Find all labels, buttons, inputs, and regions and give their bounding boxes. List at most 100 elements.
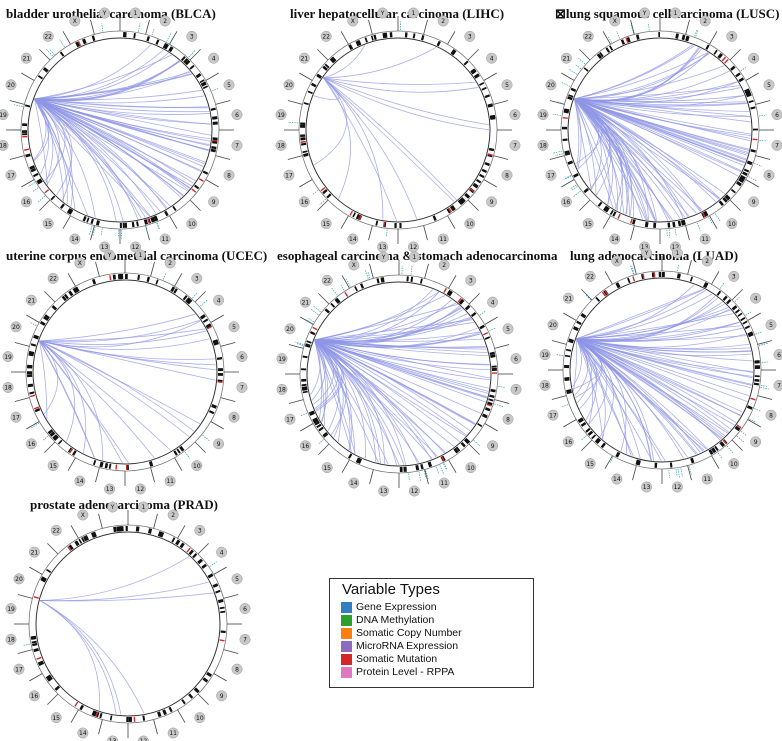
gene-annotation-tick bbox=[37, 195, 46, 203]
chromosome-band bbox=[568, 339, 574, 344]
chromosome-band bbox=[146, 276, 150, 283]
chromosome-label: 18 bbox=[539, 143, 547, 150]
chromosome-band bbox=[745, 92, 752, 98]
chromosome-label-bubble bbox=[609, 233, 621, 245]
gene-annotation-tick bbox=[92, 226, 96, 237]
chromosome-label: 4 bbox=[490, 55, 494, 62]
chromosome-band bbox=[28, 350, 35, 355]
association-link bbox=[39, 340, 48, 419]
centromere-mark bbox=[632, 276, 636, 282]
chromosome-label: 2 bbox=[168, 260, 172, 267]
association-link bbox=[39, 330, 207, 345]
gene-annotation-tick bbox=[726, 445, 734, 454]
chromosome-label: 11 bbox=[166, 478, 174, 485]
chromosome-band bbox=[212, 116, 218, 120]
chromosome-label: 10 bbox=[730, 461, 738, 468]
chromosome-band bbox=[453, 447, 459, 454]
chromosome-band bbox=[753, 382, 760, 386]
chromosome-label-bubble bbox=[378, 251, 390, 263]
chromosome-label: 19 bbox=[277, 112, 285, 119]
association-link bbox=[39, 319, 200, 343]
chromosome-label: 14 bbox=[613, 476, 621, 483]
chromosome-band bbox=[302, 150, 308, 154]
chromosome-boundary bbox=[341, 459, 350, 473]
gene-annotation-tick bbox=[23, 643, 31, 646]
association-link bbox=[574, 44, 693, 100]
association-link bbox=[574, 47, 699, 102]
chromosome-band bbox=[318, 426, 324, 432]
centromere-mark bbox=[212, 139, 218, 142]
chromosome-band bbox=[463, 438, 470, 445]
association-link bbox=[314, 339, 356, 454]
association-link bbox=[34, 98, 184, 196]
gene-annotation-tick bbox=[717, 452, 723, 460]
chromosome-band bbox=[185, 297, 191, 303]
association-link bbox=[576, 338, 707, 450]
gene-annotation-tick bbox=[758, 342, 768, 346]
chromosome-label-bubble bbox=[137, 501, 149, 513]
chromosome-band bbox=[47, 676, 53, 682]
chromosome-band bbox=[162, 709, 167, 716]
chromosome-band bbox=[182, 295, 188, 301]
legend-swatch bbox=[341, 653, 352, 665]
chromosome-band bbox=[194, 184, 200, 190]
chromosome-label: 22 bbox=[323, 278, 331, 285]
gene-annotation-tick bbox=[27, 182, 36, 188]
gene-annotation-tick bbox=[88, 225, 93, 236]
chromosome-boundary bbox=[369, 263, 374, 279]
chromosome-band bbox=[567, 160, 574, 165]
chromosome-boundary bbox=[423, 19, 428, 35]
association-link bbox=[323, 45, 366, 79]
chromosome-band bbox=[627, 277, 631, 284]
chromosome-boundary bbox=[423, 225, 428, 241]
association-link bbox=[323, 46, 437, 79]
gene-annotation-tick bbox=[574, 64, 582, 70]
gene-annotation-tick bbox=[668, 469, 670, 478]
chromosome-band bbox=[53, 435, 59, 441]
association-link bbox=[576, 313, 734, 340]
chromosome-label: 9 bbox=[491, 443, 495, 450]
chromosome-label: 11 bbox=[703, 476, 711, 483]
chromosome-band bbox=[567, 96, 573, 101]
chromosome-label-bubble bbox=[584, 270, 596, 282]
association-link bbox=[576, 338, 750, 397]
chromosome-label-bubble bbox=[231, 573, 243, 585]
chromosome-label-bubble bbox=[236, 381, 248, 393]
chromosome-label: Y bbox=[380, 10, 385, 17]
chromosome-boundary bbox=[483, 72, 497, 81]
chromosome-boundary bbox=[632, 465, 637, 481]
gene-annotation-tick bbox=[748, 176, 757, 182]
gene-annotation-tick bbox=[760, 385, 767, 387]
gene-annotation-tick bbox=[319, 198, 326, 206]
chromosome-label-bubble bbox=[562, 292, 574, 304]
chromosome-band bbox=[597, 201, 603, 207]
chromosome-band bbox=[604, 206, 610, 213]
gene-annotation-tick bbox=[312, 189, 319, 195]
chromosome-label: 14 bbox=[71, 236, 79, 243]
chromosome-band bbox=[303, 152, 309, 157]
association-link bbox=[323, 77, 457, 201]
chromosome-band bbox=[359, 283, 365, 289]
gene-annotation-tick bbox=[708, 217, 713, 225]
association-link bbox=[576, 338, 604, 440]
chromosome-label-bubble bbox=[748, 196, 760, 208]
chromosome-label: 17 bbox=[15, 666, 23, 673]
chromosome-label-bubble bbox=[298, 196, 310, 208]
chromosome-boundary bbox=[174, 273, 183, 287]
gene-annotation-tick bbox=[31, 422, 40, 429]
chromosome-boundary bbox=[145, 19, 150, 35]
chromosome-band bbox=[30, 636, 37, 640]
chromosome-band bbox=[303, 102, 309, 106]
chromosome-band bbox=[410, 276, 414, 282]
chromosome-label-bubble bbox=[348, 477, 360, 489]
chromosome-band bbox=[460, 441, 466, 448]
chromosome-boundary bbox=[223, 594, 239, 599]
gene-annotation-tick bbox=[580, 435, 587, 441]
chromosome-label-bubble bbox=[275, 109, 287, 121]
gene-annotation-tick bbox=[607, 36, 612, 43]
gene-annotation-tick bbox=[552, 150, 563, 154]
chromosome-label-bubble bbox=[699, 15, 711, 27]
chromosome-label: Y bbox=[102, 10, 107, 17]
chromosome-label-bubble bbox=[107, 501, 119, 513]
chromosome-boundary bbox=[62, 31, 71, 45]
